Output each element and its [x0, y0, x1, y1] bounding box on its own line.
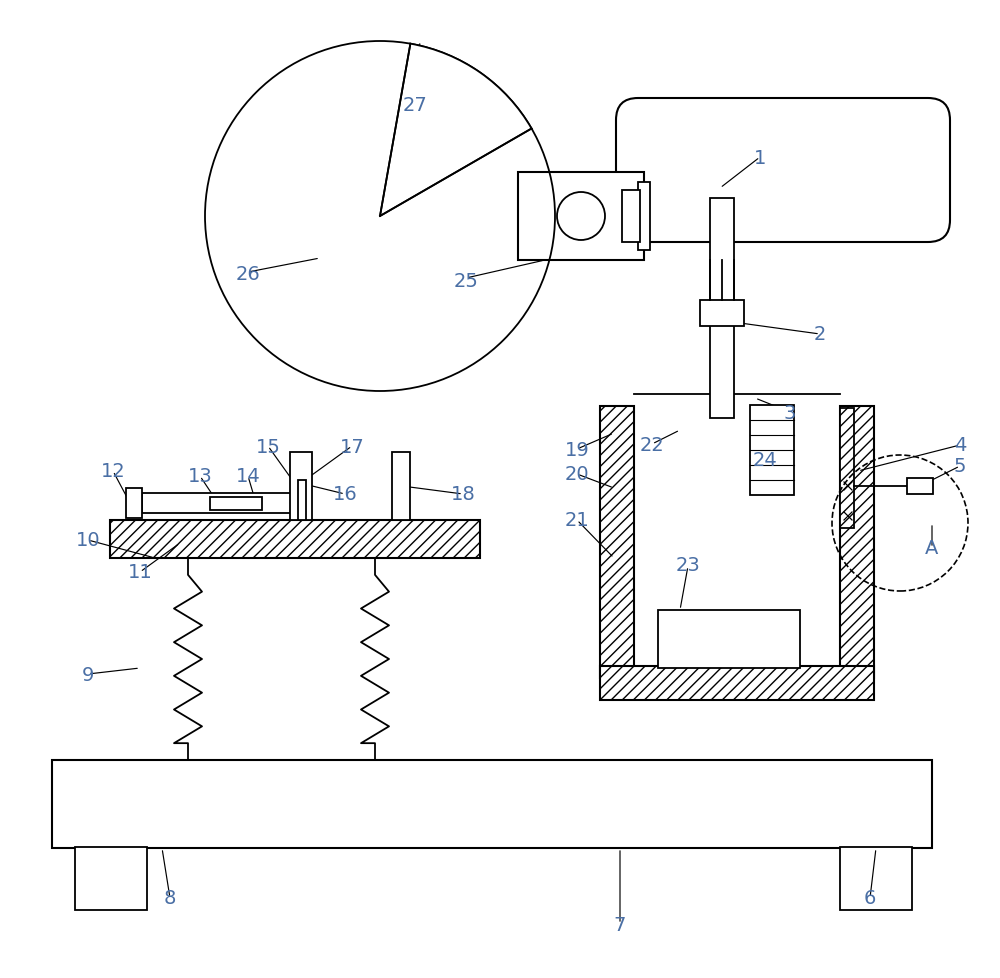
- Bar: [290, 453, 312, 520]
- Bar: [638, 183, 650, 250]
- Bar: [750, 406, 794, 496]
- Text: 15: 15: [256, 437, 280, 457]
- Bar: [126, 488, 142, 518]
- Bar: [907, 478, 933, 495]
- Text: 4: 4: [954, 435, 966, 455]
- Bar: [52, 760, 932, 848]
- Text: 23: 23: [676, 556, 700, 575]
- Bar: [110, 520, 480, 558]
- Bar: [700, 300, 744, 327]
- Text: 24: 24: [753, 450, 777, 469]
- Wedge shape: [380, 45, 532, 217]
- Bar: [634, 394, 840, 666]
- Bar: [840, 409, 854, 528]
- Text: 22: 22: [640, 435, 664, 455]
- Bar: [75, 847, 147, 911]
- Text: 11: 11: [128, 562, 152, 582]
- Text: 1: 1: [754, 149, 766, 168]
- Bar: [622, 191, 640, 243]
- Text: 3: 3: [784, 403, 796, 422]
- Text: 5: 5: [954, 457, 966, 476]
- Text: 13: 13: [188, 467, 212, 486]
- Bar: [600, 666, 874, 700]
- Bar: [142, 494, 294, 513]
- Text: 27: 27: [403, 96, 427, 115]
- Text: 12: 12: [101, 462, 125, 481]
- Text: 17: 17: [340, 437, 364, 457]
- Text: 14: 14: [236, 467, 260, 486]
- FancyBboxPatch shape: [616, 99, 950, 243]
- Text: A: A: [925, 538, 939, 557]
- Text: 10: 10: [76, 530, 100, 550]
- Circle shape: [205, 42, 555, 391]
- Text: 18: 18: [451, 484, 475, 504]
- Bar: [210, 498, 262, 511]
- Bar: [518, 173, 644, 261]
- Text: 19: 19: [565, 440, 589, 460]
- Bar: [710, 199, 734, 419]
- Bar: [840, 407, 874, 679]
- Bar: [658, 610, 800, 668]
- Bar: [392, 453, 410, 520]
- Text: 16: 16: [333, 484, 357, 504]
- Text: 8: 8: [164, 888, 176, 908]
- Bar: [840, 847, 912, 911]
- Text: 25: 25: [454, 272, 478, 291]
- Text: 2: 2: [814, 325, 826, 344]
- Bar: [600, 407, 634, 679]
- Text: 7: 7: [614, 914, 626, 934]
- Text: 9: 9: [82, 665, 94, 685]
- Text: 20: 20: [565, 465, 589, 484]
- Text: 21: 21: [565, 511, 589, 530]
- Text: 6: 6: [864, 888, 876, 908]
- Text: 26: 26: [236, 264, 260, 284]
- Bar: [298, 480, 306, 520]
